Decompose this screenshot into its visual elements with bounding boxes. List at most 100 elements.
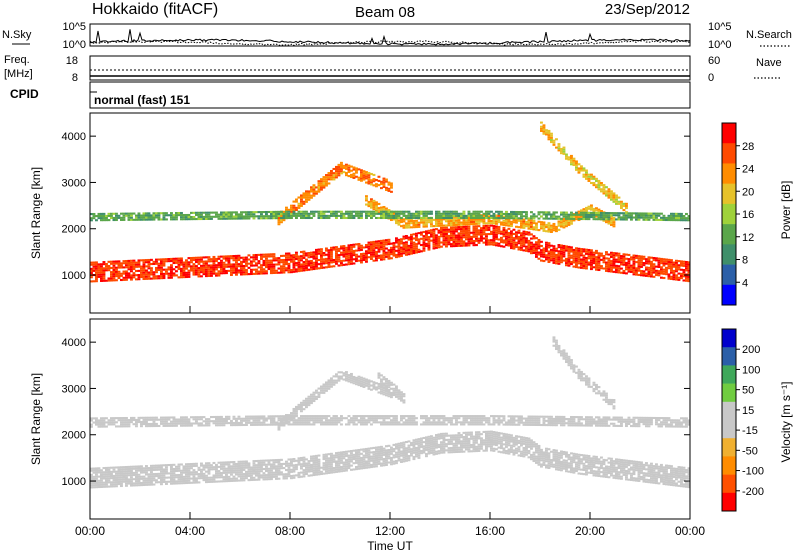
data-cell [547,254,551,257]
data-cell [590,175,593,178]
data-cell [352,254,356,257]
data-cell [420,233,423,236]
data-cell [285,462,288,465]
data-cell [527,244,531,247]
data-cell [240,477,243,480]
data-cell [207,256,211,259]
data-cell [500,432,503,435]
data-cell [570,211,573,214]
data-cell [587,253,591,256]
data-cell [462,431,466,434]
data-cell [442,432,446,435]
data-cell [172,474,176,477]
data-cell [330,463,333,466]
data-cell [622,253,626,256]
data-cell [95,486,98,489]
data-cell [200,271,203,274]
data-cell [175,482,178,485]
data-cell [122,478,126,481]
data-cell [290,458,293,461]
data-cell [387,189,391,192]
data-cell [402,441,406,444]
data-cell [650,260,653,263]
data-cell [247,262,251,265]
data-cell [230,213,233,216]
data-cell [530,227,533,231]
data-cell [210,464,213,467]
data-cell [590,206,593,209]
data-cell [275,477,278,480]
data-cell [470,231,473,234]
data-cell [287,464,291,467]
data-cell [277,477,281,480]
data-cell [277,259,281,262]
data-cell [215,257,218,260]
data-cell [320,178,323,181]
data-cell [650,275,653,278]
data-cell [435,210,438,213]
data-cell [230,267,233,270]
data-cell [315,265,318,268]
data-cell [242,258,246,261]
data-cell [317,186,321,189]
data-cell [520,454,523,457]
data-cell [240,479,243,482]
data-cell [160,275,163,278]
data-cell [687,269,691,272]
data-cell [375,178,378,182]
data-cell [652,271,656,274]
data-cell [585,267,588,270]
data-cell [247,258,251,261]
data-cell [357,247,361,250]
data-cell [687,263,691,266]
data-cell [480,443,483,446]
data-cell [127,470,131,473]
data-cell [375,459,378,462]
data-cell [355,451,358,454]
data-cell [427,435,431,438]
data-cell [350,258,353,261]
data-cell [507,242,511,245]
data-cell [422,441,426,444]
data-cell [482,439,486,442]
data-cell [460,228,463,231]
data-cell [500,438,503,441]
data-cell [345,257,348,260]
data-cell [450,234,453,237]
data-cell [592,253,596,256]
data-cell [462,440,466,443]
data-cell [117,260,121,263]
data-cell [120,474,123,477]
data-cell [670,267,673,270]
data-cell [610,260,613,263]
data-cell [440,441,443,444]
data-cell [185,481,188,485]
data-cell [205,470,208,473]
data-cell [220,217,223,220]
data-cell [360,452,363,455]
data-cell [307,214,311,217]
data-cell [467,442,471,445]
data-cell [385,445,388,448]
data-cell [517,435,521,438]
data-cell [105,263,108,266]
data-cell [170,468,173,471]
data-cell [355,453,358,456]
data-cell [540,129,543,132]
data-cell [600,214,603,217]
data-cell [340,457,343,460]
data-cell [627,214,631,217]
data-cell [372,240,376,243]
data-cell [185,467,188,470]
data-cell [327,469,331,472]
data-cell [400,452,403,455]
data-cell [382,183,386,186]
data-cell [310,190,313,193]
data-cell [450,243,453,246]
data-cell [237,271,241,274]
data-cell [425,223,428,226]
data-cell [595,266,598,269]
data-cell [370,245,373,248]
data-cell [452,245,456,248]
data-cell [202,270,206,274]
